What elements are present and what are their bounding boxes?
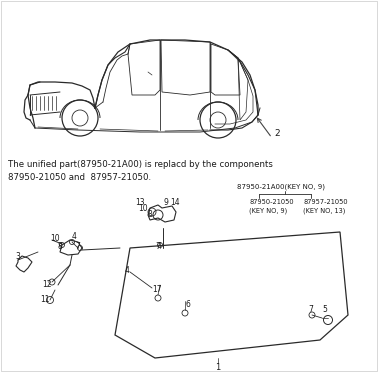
Text: 1: 1: [215, 363, 221, 372]
Text: 87950-21050 and  87957-21050.: 87950-21050 and 87957-21050.: [8, 173, 151, 182]
Text: 14: 14: [170, 198, 180, 207]
Text: 7: 7: [75, 242, 80, 251]
Text: 10: 10: [50, 234, 60, 243]
Text: 6: 6: [185, 300, 190, 309]
Text: The unified part(87950-21A00) is replacd by the components: The unified part(87950-21A00) is replacd…: [8, 160, 273, 169]
Text: 7: 7: [308, 305, 313, 314]
Text: 9: 9: [164, 198, 169, 207]
Text: 87957-21050: 87957-21050: [303, 199, 348, 205]
Text: 4: 4: [72, 232, 77, 241]
Text: 13: 13: [135, 198, 145, 207]
Text: 87950-21050: 87950-21050: [249, 199, 294, 205]
Text: 8: 8: [148, 210, 153, 219]
Text: (KEY NO, 13): (KEY NO, 13): [303, 207, 345, 214]
Text: 17: 17: [152, 285, 162, 294]
Text: 7: 7: [155, 242, 160, 251]
Text: 12: 12: [42, 280, 51, 289]
Text: 8: 8: [58, 242, 63, 251]
Text: 11: 11: [40, 295, 50, 304]
Text: 4: 4: [125, 266, 130, 275]
Text: 3: 3: [15, 252, 20, 261]
Text: 2: 2: [274, 129, 280, 138]
Text: (KEY NO, 9): (KEY NO, 9): [249, 207, 287, 214]
Text: 87950-21A00(KEY NO, 9): 87950-21A00(KEY NO, 9): [237, 183, 325, 189]
Text: 5: 5: [322, 305, 327, 314]
Text: 10: 10: [138, 204, 148, 213]
